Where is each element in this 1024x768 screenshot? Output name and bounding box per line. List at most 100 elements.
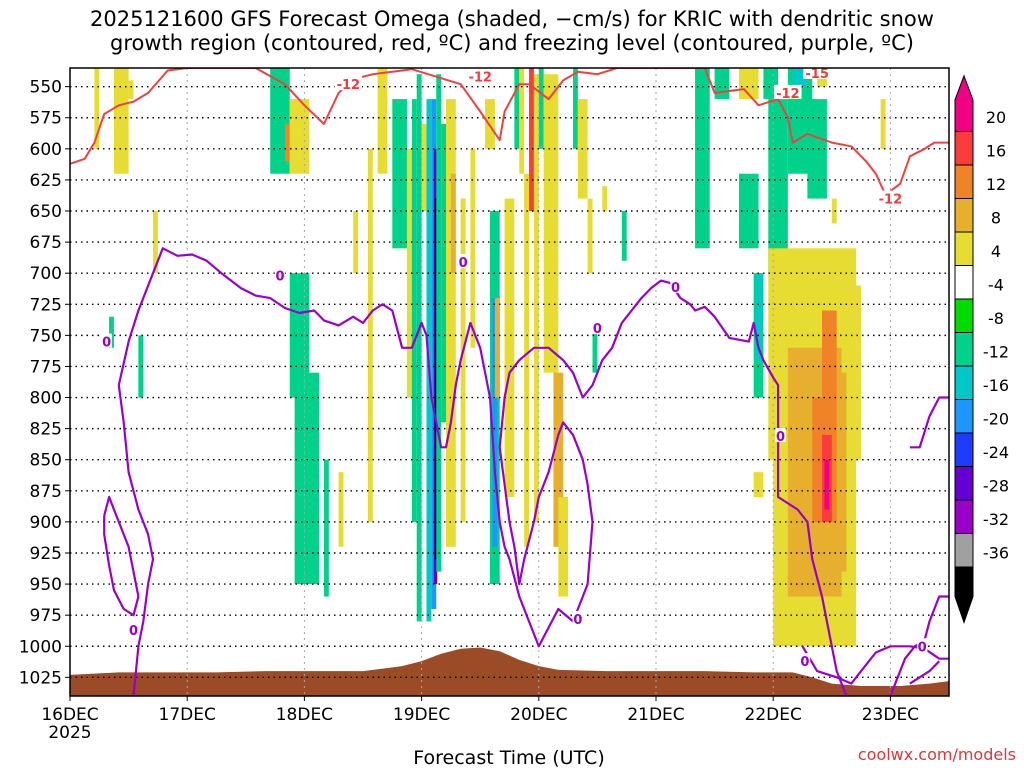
omega-cell-10: [294, 372, 320, 585]
freezing-level-loop-1: [103, 495, 140, 617]
dgz-label-4-bg: [876, 190, 905, 205]
omega-cell-56: [756, 273, 761, 361]
omega-cell-53: [714, 68, 730, 100]
omega-cell-2: [128, 80, 134, 100]
omega-cell-33: [492, 298, 498, 547]
y-tick-label-800: 800: [30, 389, 62, 409]
y-tick-label-750: 750: [30, 326, 62, 346]
omega-cell-27: [446, 99, 456, 547]
dgz-label-0: -12: [337, 78, 361, 93]
omega-cell-41: [538, 68, 544, 149]
freezing-label-4: 0: [573, 613, 582, 628]
colorbar-segment-12: [954, 499, 974, 534]
terrain-fill: [70, 647, 949, 696]
omega-cell-46: [572, 68, 578, 149]
x-tick-label-23dec: 23DEC: [862, 705, 919, 725]
colorbar-segment-14: [954, 566, 974, 625]
colorbar-segment-2: [954, 164, 974, 199]
omega-cell-31: [485, 99, 495, 149]
colorbar-label-2: 12: [986, 175, 1006, 194]
colorbar-segment-11: [954, 466, 974, 501]
omega-cell-42: [543, 74, 559, 212]
dgz-label-1-bg: [466, 68, 494, 83]
omega-cell-26: [441, 123, 447, 423]
colorbar-label-11: -28: [983, 477, 1009, 496]
colorbar-label-6: -8: [988, 309, 1004, 328]
colorbar-label-0: 20: [986, 108, 1006, 127]
omega-cell-71: [822, 310, 837, 398]
colorbar-segment-10: [954, 432, 974, 467]
omega-cell-3: [153, 211, 158, 274]
x-tick-label-17dec: 17DEC: [159, 705, 216, 725]
dgz-isotherm-line: [70, 68, 949, 196]
colorbar-segment-4: [954, 231, 974, 266]
colorbar-segment-0: [954, 74, 974, 132]
y-tick-label-700: 700: [30, 264, 62, 284]
omega-cell-20: [421, 123, 427, 212]
colorbar: 20 16 12 8 4 -4 -8 -12 -16 -20 -24 -28 -32 -36: [954, 74, 1009, 625]
freezing-label-2-bg: [274, 267, 286, 282]
colorbar-label-9: -20: [983, 410, 1009, 429]
omega-cell-49: [592, 322, 598, 373]
x-tick-label-16dec: 16DEC: [41, 705, 98, 725]
omega-cell-60: [768, 99, 788, 274]
colorbar-label-10: -24: [983, 443, 1009, 462]
omega-cell-35: [504, 198, 515, 498]
dgz-label-3-bg: [803, 68, 831, 79]
freezing-label-7: 0: [776, 430, 785, 445]
y-tick-label-625: 625: [30, 171, 62, 191]
colorbar-label-7: -12: [983, 343, 1009, 362]
omega-cell-0: [94, 68, 100, 149]
freezing-label-2: 0: [275, 270, 284, 285]
freezing-label-3: 0: [459, 256, 468, 271]
omega-cell-9: [289, 273, 310, 398]
dgz-isotherm-layer: -12 -12 -12 -15 -12: [70, 67, 949, 208]
colorbar-segment-3: [954, 198, 974, 233]
omega-cell-18: [411, 99, 417, 522]
colorbar-label-13: -36: [983, 544, 1009, 563]
freezing-level-loop-5: [909, 396, 949, 449]
dgz-label-2: -12: [776, 87, 800, 102]
freezing-label-5-bg: [592, 319, 603, 334]
y-tick-label-775: 775: [30, 357, 62, 377]
freezing-level-loop-4: [909, 660, 940, 685]
colorbar-label-8: -16: [983, 376, 1009, 395]
omega-cell-7: [284, 123, 290, 162]
y-tick-label-925: 925: [30, 544, 62, 564]
omega-cell-14: [367, 148, 373, 522]
colorbar-label-5: -4: [988, 276, 1004, 295]
y-tick-label-850: 850: [30, 451, 62, 471]
y-tick-label-900: 900: [30, 513, 62, 533]
freezing-label-9: 0: [918, 640, 927, 655]
omega-cell-50: [602, 186, 608, 212]
omega-cell-52: [695, 68, 710, 249]
freezing-label-6-bg: [670, 278, 681, 293]
x-tick-label-22dec: 22DEC: [745, 705, 802, 725]
chart-title-line-1: 2025121600 GFS Forecast Omega (shaded, −…: [90, 7, 934, 31]
omega-cell-57: [739, 68, 759, 100]
omega-cell-40: [533, 74, 539, 522]
omega-cell-74: [846, 285, 862, 460]
omega-cell-36: [514, 68, 520, 149]
x-tick-label-21dec: 21DEC: [627, 705, 684, 725]
dgz-label-4: -12: [879, 193, 903, 208]
y-tick-label-875: 875: [30, 482, 62, 502]
omega-cell-5: [138, 335, 144, 398]
y-tick-label-975: 975: [30, 606, 62, 626]
omega-cell-65: [831, 198, 837, 224]
omega-cell-44: [553, 372, 564, 547]
colorbar-label-3: 8: [991, 209, 1001, 228]
omega-cell-51: [621, 211, 627, 261]
dgz-label-1: -12: [468, 71, 492, 86]
x-tick-label-19dec: 19DEC: [393, 705, 450, 725]
omega-cell-13: [353, 211, 359, 274]
colorbar-segment-9: [954, 399, 974, 434]
freezing-label-8: 0: [800, 655, 809, 670]
y-tick-label-1000: 1000: [19, 637, 62, 657]
omega-cell-25: [436, 74, 442, 572]
dgz-label-3: -15: [805, 67, 829, 82]
axis-layer: 550 575 600 625 650 675 700 725 750 775 800 825 850 8…: [19, 78, 919, 725]
y-tick-label-600: 600: [30, 140, 62, 160]
freezing-label-3-bg: [457, 253, 469, 268]
chart-title-line-2: growth region (contoured, red, ºC) and f…: [110, 31, 914, 55]
